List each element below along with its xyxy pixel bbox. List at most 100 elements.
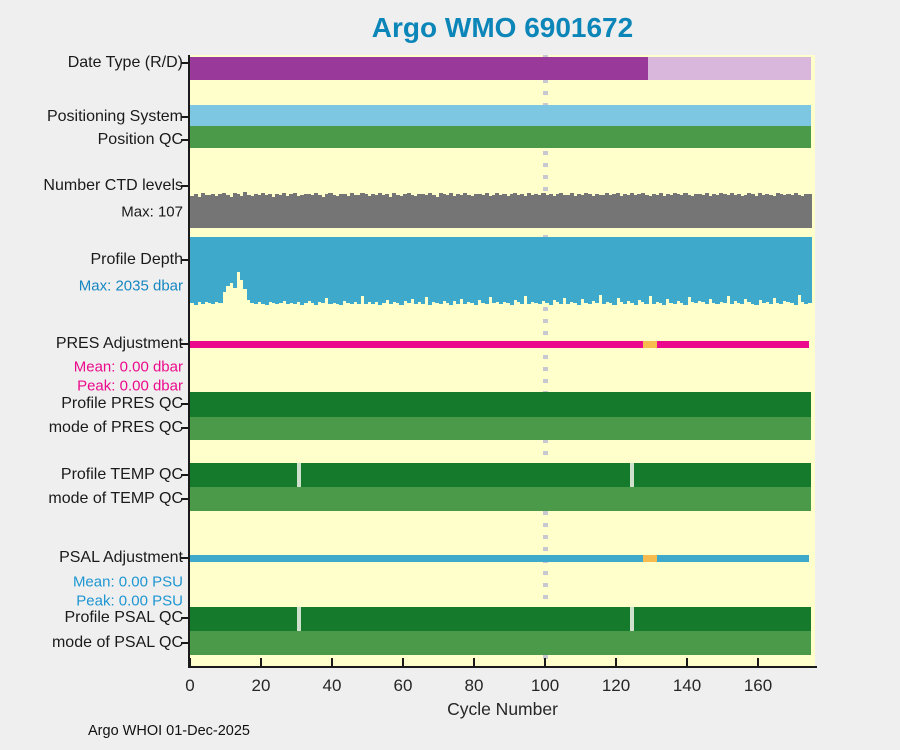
segment-date_type-1 [647, 57, 812, 80]
ctd-level-bar [797, 194, 802, 228]
ctd-level-bar [754, 195, 759, 228]
profile-depth-bar [718, 237, 724, 302]
profile-depth-bar [317, 237, 322, 303]
profile-depth-bar [474, 237, 479, 305]
profile-depth-bar [669, 237, 674, 303]
ctd-level-bar [569, 193, 574, 228]
x-tick-label: 100 [530, 676, 560, 695]
row-label-profile_depth: Profile Depth [90, 251, 184, 268]
profile-depth-bar [736, 237, 741, 303]
ctd-level-bar [321, 196, 326, 228]
row-label-profile_temp_qc: Profile TEMP QC [60, 466, 183, 483]
ctd-level-bar [410, 195, 415, 228]
ctd-level-bar [537, 195, 543, 228]
ctd-level-bar [285, 195, 290, 228]
profile-depth-bar [449, 237, 454, 305]
ctd-level-bar [339, 194, 344, 228]
profile-depth-bar [466, 237, 472, 302]
profile-depth-bar [623, 237, 628, 304]
profile-depth-bar [807, 237, 812, 303]
profile-depth-bar [743, 237, 748, 299]
profile-depth-bar [687, 237, 692, 298]
x-axis-label: Cycle Number [447, 699, 558, 719]
bar-gap-profile_psal_qc [630, 607, 635, 631]
profile-depth-bar [477, 237, 482, 301]
ctd-level-bar [257, 195, 262, 228]
profile-depth-bar [491, 237, 496, 304]
ctd-level-bar [324, 194, 330, 228]
y-tick-mode_pres_qc [181, 427, 189, 429]
profile-depth-bar [779, 237, 784, 305]
ctd-level-bar [672, 193, 677, 228]
ctd-level-bar [275, 194, 280, 228]
profile-depth-bar [403, 237, 408, 302]
ctd-level-bar [303, 193, 308, 228]
profile-depth-bar [324, 237, 330, 299]
ctd-level-bar [282, 193, 287, 228]
page-title: Argo WMO 6901672 [371, 12, 634, 43]
profile-depth-bar [427, 237, 432, 305]
profile-depth-bar [662, 237, 667, 305]
profile-depth-bar [782, 237, 787, 301]
ctd-level-bar [463, 193, 468, 228]
bar-mode_temp_qc [190, 487, 812, 511]
ctd-level-bar [367, 196, 372, 228]
x-tick-label: 20 [251, 676, 271, 695]
bar-mode_psal_qc [190, 631, 812, 655]
x-tick [686, 658, 688, 667]
ctd-level-bar [296, 196, 301, 228]
ctd-level-bar [555, 194, 560, 228]
profile-depth-bar [204, 237, 209, 302]
ctd-level-bar [747, 193, 752, 228]
profile-depth-bar [342, 237, 347, 301]
profile-depth-bar [434, 237, 440, 304]
profile-depth-bar [406, 237, 411, 304]
profile-depth-bar [786, 237, 791, 303]
profile-depth-bar [587, 237, 592, 304]
profile-depth-bar [516, 237, 521, 303]
ctd-level-bar [562, 195, 567, 228]
ctd-level-bar [694, 193, 699, 228]
ctd-level-bar [197, 196, 202, 228]
ctd-level-bar [459, 195, 464, 228]
profile-depth-bar [569, 237, 574, 303]
profile-depth-bar [640, 237, 645, 303]
ctd-level-bar [243, 192, 248, 228]
y-tick-mode_temp_qc [181, 498, 189, 500]
ctd-level-bar [576, 194, 582, 228]
ctd-level-bar [456, 194, 461, 228]
ctd-level-bar [580, 195, 585, 228]
ctd-level-bar [761, 195, 766, 228]
ctd-level-bar [495, 193, 500, 228]
profile-depth-bar [683, 237, 688, 305]
profile-depth-bar [626, 237, 631, 301]
x-tick-label: 140 [672, 676, 702, 695]
profile-depth-bar [463, 237, 468, 305]
profile-depth-bar [456, 237, 461, 304]
ctd-level-bar [363, 194, 369, 228]
profile-depth-bar [537, 237, 543, 305]
ctd-level-bar [594, 193, 599, 228]
profile-depth-bar [747, 237, 752, 303]
profile-depth-bar [765, 237, 770, 302]
row-label-mode_temp_qc: mode of TEMP QC [48, 490, 183, 507]
profile-depth-bar [750, 237, 756, 304]
ctd-level-bar [772, 196, 777, 228]
ctd-level-bar [516, 195, 521, 228]
profile-depth-bar [708, 237, 713, 300]
ctd-level-bar [278, 194, 283, 228]
ctd-level-bar [548, 193, 553, 228]
x-tick-label: 160 [743, 676, 773, 695]
profile-depth-bar [395, 237, 401, 304]
y-tick-profile_psal_qc [181, 617, 189, 619]
ctd-level-bar [360, 193, 365, 228]
profile-depth-bar [601, 237, 606, 305]
profile-depth-bar [513, 237, 518, 300]
profile-depth-bar [665, 237, 670, 299]
profile-depth-bar [211, 237, 216, 305]
ctd-level-bar [335, 196, 340, 228]
ctd-level-bar [349, 193, 354, 228]
profile-depth-bar [580, 237, 585, 300]
profile-depth-bar [502, 237, 507, 302]
profile-depth-bar [740, 237, 745, 305]
